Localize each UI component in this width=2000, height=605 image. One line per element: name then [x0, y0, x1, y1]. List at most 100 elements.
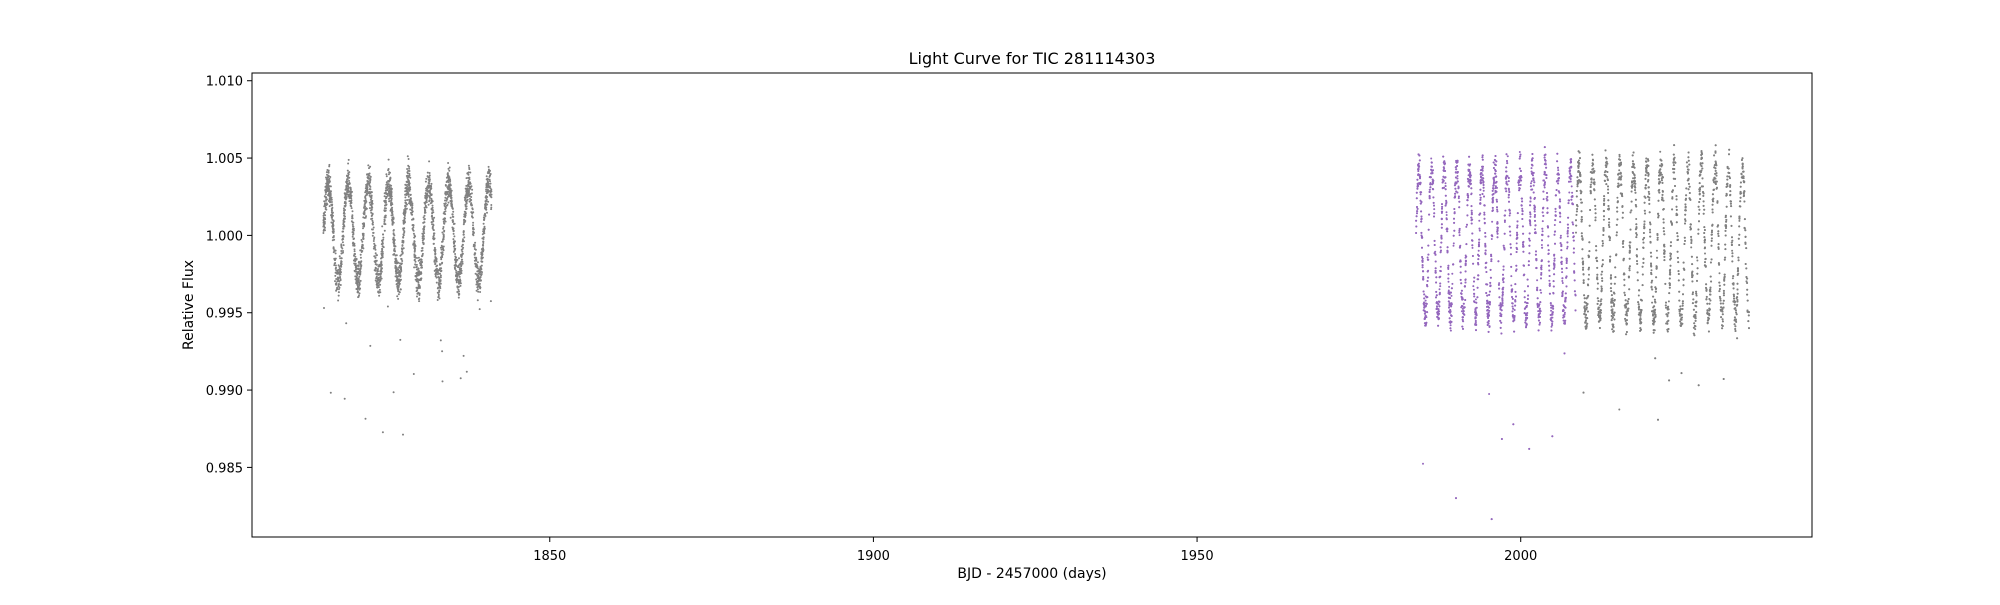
- data-point: [417, 291, 420, 294]
- data-point: [428, 160, 431, 163]
- data-point: [373, 238, 375, 240]
- data-point: [1595, 245, 1598, 248]
- data-point: [336, 278, 339, 281]
- data-point: [1742, 170, 1745, 173]
- data-point: [1717, 246, 1720, 249]
- data-point: [1667, 328, 1670, 330]
- data-point: [490, 206, 493, 209]
- data-point: [395, 279, 398, 282]
- data-point: [1683, 243, 1686, 245]
- data-point: [1653, 316, 1656, 319]
- data-point: [387, 173, 390, 176]
- data-point: [394, 265, 397, 267]
- data-point: [1575, 195, 1578, 198]
- data-point: [477, 283, 480, 286]
- data-point: [478, 308, 481, 311]
- data-point: [442, 218, 445, 221]
- data-point: [1666, 330, 1669, 333]
- data-point: [1695, 290, 1698, 293]
- data-point: [335, 283, 338, 286]
- data-point: [1643, 209, 1646, 212]
- data-point: [1599, 319, 1602, 322]
- data-point: [1577, 161, 1579, 164]
- data-point: [354, 255, 357, 258]
- data-point: [371, 222, 374, 225]
- data-point: [386, 305, 389, 308]
- data-point: [411, 202, 414, 205]
- data-point: [1628, 244, 1631, 247]
- data-point: [1590, 171, 1593, 174]
- data-point: [384, 204, 387, 207]
- data-point: [406, 187, 409, 190]
- data-point: [1703, 264, 1706, 267]
- data-point: [356, 271, 359, 274]
- data-point: [482, 244, 485, 247]
- data-point: [1723, 278, 1726, 281]
- data-point: [1703, 226, 1706, 229]
- data-point: [1599, 309, 1602, 312]
- data-point: [1705, 286, 1707, 289]
- data-point: [1699, 162, 1702, 165]
- data-point: [1718, 284, 1721, 287]
- data-point: [452, 232, 455, 235]
- data-point: [1616, 218, 1619, 221]
- data-point: [1636, 248, 1638, 251]
- data-point: [1730, 244, 1733, 246]
- data-point: [1634, 198, 1637, 201]
- data-point: [1618, 164, 1621, 167]
- data-point: [395, 266, 398, 269]
- data-point: [1604, 170, 1607, 173]
- data-point: [1612, 314, 1615, 317]
- data-point: [1645, 184, 1648, 187]
- data-point: [350, 194, 353, 197]
- data-point: [1699, 198, 1702, 200]
- data-point: [379, 270, 382, 273]
- data-point: [1655, 267, 1658, 270]
- data-point: [1705, 289, 1708, 292]
- data-point: [457, 264, 460, 267]
- data-point: [469, 193, 472, 195]
- data-point: [328, 178, 330, 181]
- data-point: [402, 222, 405, 225]
- data-point: [361, 243, 364, 246]
- data-point: [1662, 199, 1665, 202]
- data-point: [1675, 213, 1678, 216]
- data-point: [1708, 309, 1711, 312]
- data-point: [412, 229, 415, 232]
- data-point: [399, 266, 402, 269]
- data-point: [1635, 218, 1638, 220]
- data-point: [1700, 156, 1703, 159]
- data-point: [1609, 259, 1612, 262]
- data-point: [1585, 304, 1588, 307]
- data-point: [1742, 175, 1745, 178]
- data-point: [444, 208, 447, 211]
- data-point: [467, 181, 470, 183]
- data-point: [444, 184, 447, 186]
- data-point: [1691, 270, 1694, 273]
- data-point: [1724, 248, 1727, 251]
- data-point: [342, 250, 344, 252]
- data-point: [387, 185, 389, 188]
- data-point: [383, 209, 386, 212]
- data-point: [435, 272, 437, 275]
- data-point: [1625, 306, 1628, 309]
- data-point: [1705, 298, 1708, 301]
- data-point: [352, 225, 354, 228]
- data-point: [1718, 281, 1721, 284]
- data-point: [462, 230, 465, 233]
- data-point: [482, 222, 485, 225]
- data-point: [424, 200, 427, 203]
- data-point: [1581, 248, 1584, 251]
- data-point: [1704, 261, 1706, 264]
- data-point: [1721, 310, 1724, 313]
- data-point: [1659, 181, 1662, 184]
- data-point: [1641, 265, 1644, 268]
- data-point: [1650, 255, 1653, 258]
- data-point: [1691, 280, 1694, 283]
- data-point: [1696, 279, 1698, 282]
- data-point: [1718, 272, 1721, 275]
- data-point: [414, 260, 417, 263]
- data-point: [451, 215, 454, 218]
- data-point: [385, 173, 388, 176]
- data-point: [431, 217, 434, 220]
